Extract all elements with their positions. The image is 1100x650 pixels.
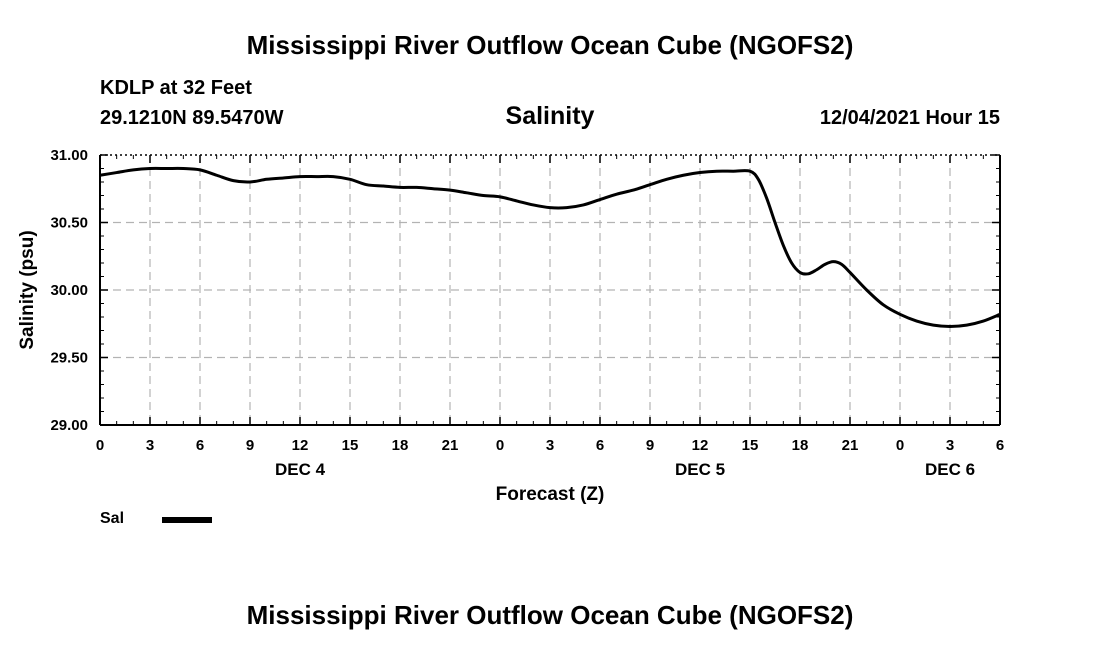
- x-tick-label: 3: [946, 437, 954, 454]
- x-tick-label: 0: [496, 437, 504, 454]
- x-tick-label: 9: [246, 437, 254, 454]
- day-label: DEC 6: [925, 460, 975, 479]
- forecast-timestamp: 12/04/2021 Hour 15: [819, 107, 1000, 129]
- page-title: Mississippi River Outflow Ocean Cube (NG…: [246, 30, 854, 60]
- x-tick-label: 0: [896, 437, 904, 454]
- x-tick-label: 9: [646, 437, 654, 454]
- station-coordinates: 29.1210N 89.5470W: [100, 107, 284, 129]
- x-tick-label: 21: [842, 437, 859, 454]
- x-tick-label: 6: [196, 437, 204, 454]
- chart-title: Salinity: [505, 102, 595, 130]
- y-tick-label: 30.00: [50, 282, 88, 299]
- x-tick-label: 3: [546, 437, 554, 454]
- grid-layer: [100, 155, 1000, 425]
- station-label: KDLP at 32 Feet: [100, 77, 252, 99]
- x-tick-label: 12: [692, 437, 709, 454]
- y-tick-label: 29.00: [50, 417, 88, 434]
- x-tick-label: 18: [392, 437, 409, 454]
- legend-swatch-sal: [162, 517, 212, 523]
- x-tick-label: 3: [146, 437, 154, 454]
- y-axis-label: Salinity (psu): [17, 230, 38, 349]
- x-tick-label: 6: [996, 437, 1004, 454]
- day-label: DEC 5: [675, 460, 725, 479]
- series-layer: [99, 166, 1001, 328]
- y-tick-label: 31.00: [50, 147, 88, 164]
- x-tick-label: 0: [96, 437, 104, 454]
- x-tick-label: 21: [442, 437, 459, 454]
- legend-label-sal: Sal: [100, 510, 125, 527]
- x-tick-label: 6: [596, 437, 604, 454]
- x-tick-label: 18: [792, 437, 809, 454]
- series-line-sal: [99, 166, 1001, 328]
- y-tick-label: 29.50: [50, 350, 88, 367]
- x-tick-label: 15: [342, 437, 359, 454]
- day-label: DEC 4: [275, 460, 326, 479]
- axis-layer: 0 3 6 9 12 15 18 21 0 3 6 9 12 15 18 21 0 3 6 29.00 29.50 30.…: [50, 147, 1004, 479]
- x-axis-label: Forecast (Z): [496, 484, 605, 505]
- footer-title: Mississippi River Outflow Ocean Cube (NG…: [246, 600, 854, 630]
- y-tick-label: 30.50: [50, 215, 88, 232]
- x-tick-label: 15: [742, 437, 759, 454]
- x-tick-label: 12: [292, 437, 309, 454]
